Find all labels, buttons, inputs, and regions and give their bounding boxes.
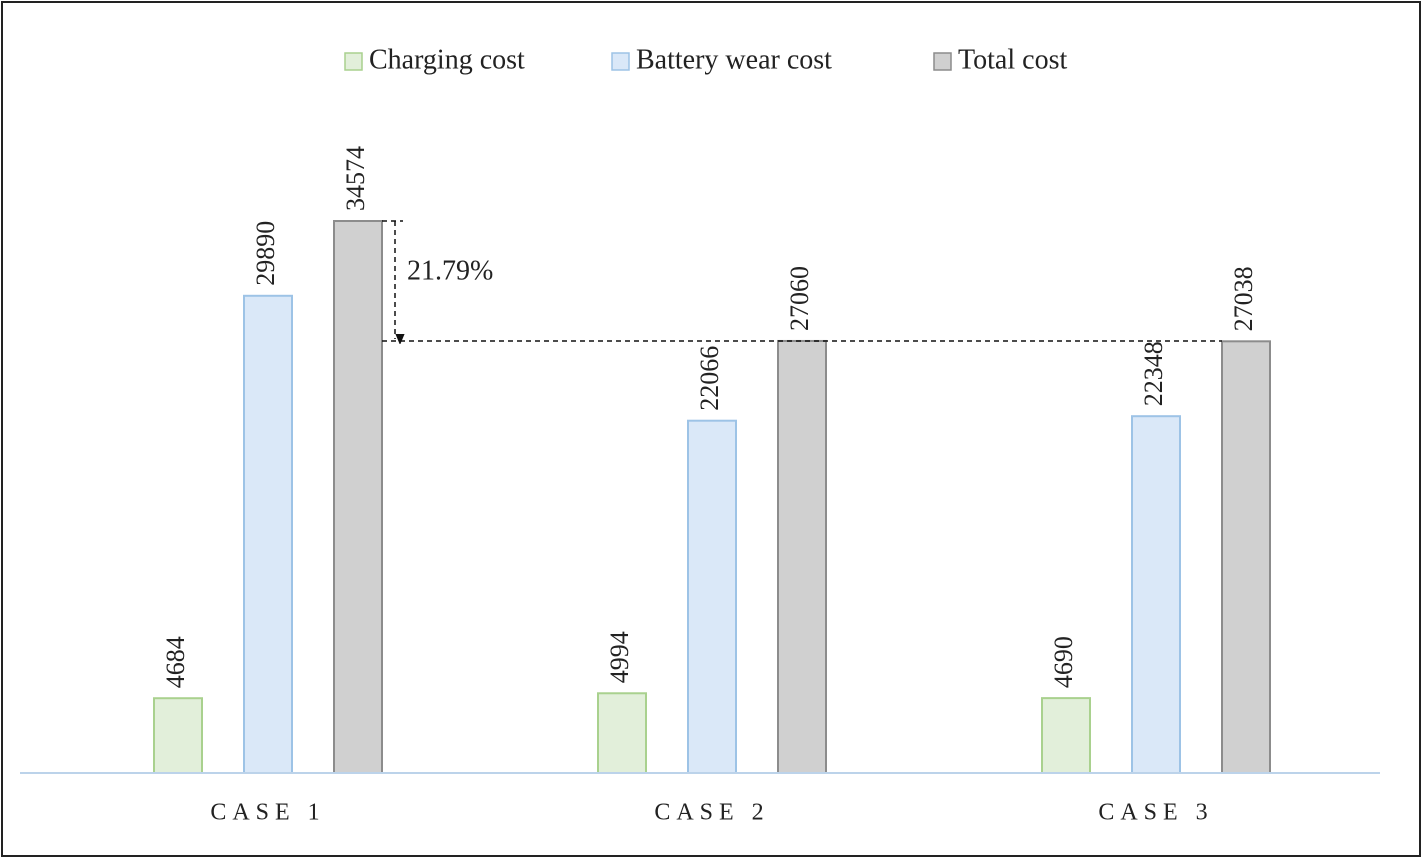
annotation-label: 21.79% [407,255,493,286]
legend-swatch [611,52,630,71]
bar [687,419,737,774]
data-label: 22066 [695,346,724,411]
legend-label: Charging cost [369,44,525,75]
x-tick-label: CASE 3 [1098,800,1213,826]
x-tick-label: CASE 1 [210,800,325,826]
data-label: 4690 [1049,636,1078,688]
bar [1221,340,1271,774]
bar [597,692,647,775]
legend-swatch [933,52,952,71]
data-label: 22348 [1139,341,1168,406]
bar [1131,415,1181,774]
data-label: 34574 [341,146,370,211]
bar [153,697,203,775]
data-label: 29890 [251,221,280,286]
bar [1041,697,1091,774]
legend-swatch [344,52,363,71]
x-tick-label: CASE 2 [654,800,769,826]
bar [777,339,827,774]
data-label: 4684 [161,636,190,688]
legend-label: Total cost [958,44,1067,75]
bar [243,294,293,774]
data-label: 27060 [785,266,814,331]
legend-label: Battery wear cost [636,44,832,75]
data-label: 4994 [605,631,634,683]
data-label: 27038 [1229,266,1258,331]
bar [333,220,383,774]
